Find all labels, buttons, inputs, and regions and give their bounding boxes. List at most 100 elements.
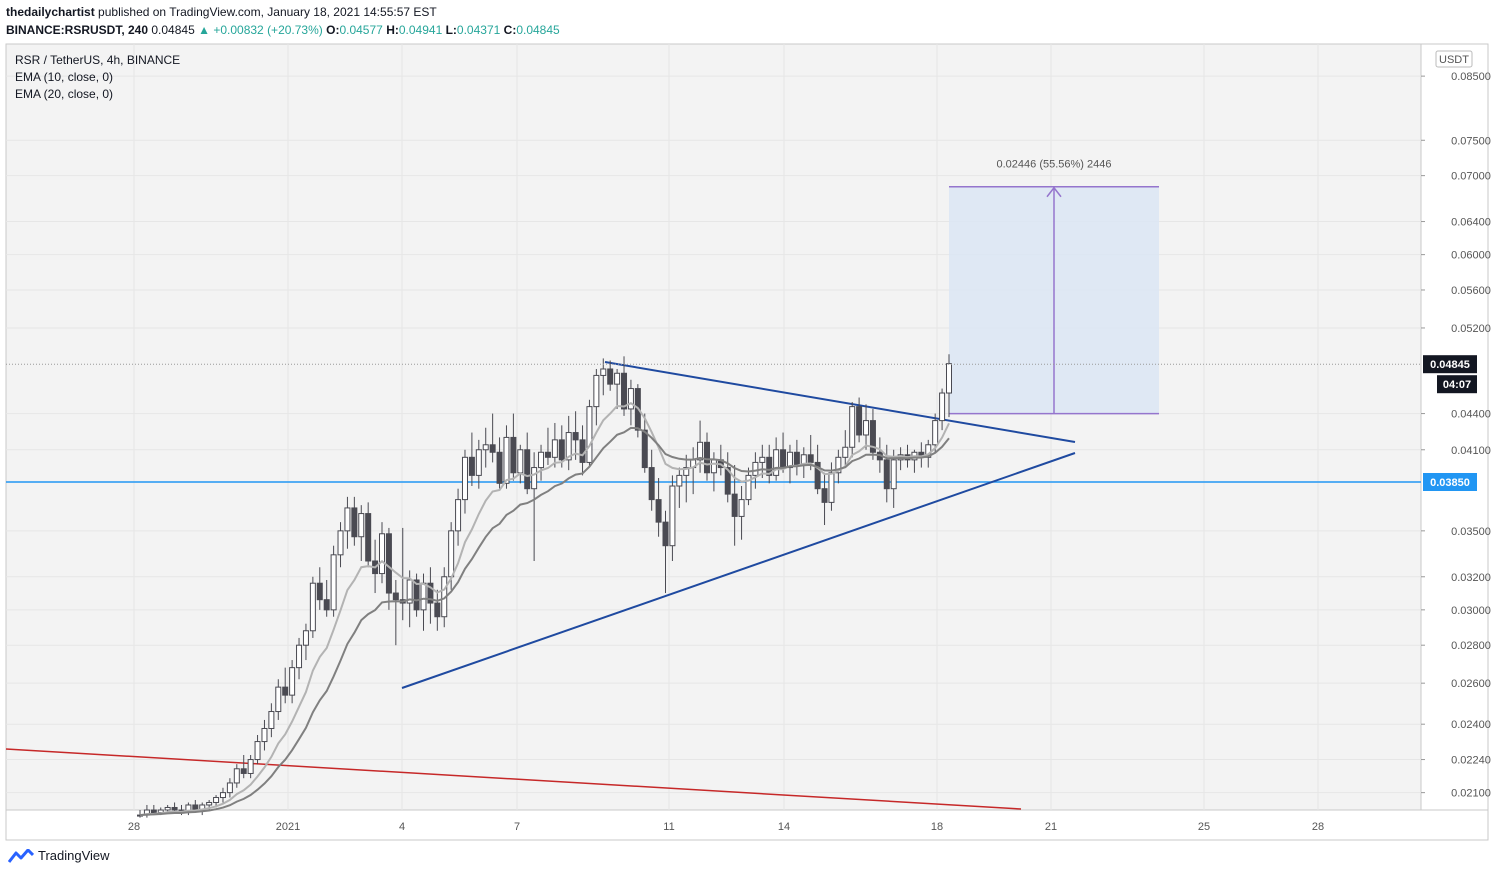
candle-body <box>544 451 551 458</box>
y-tick-label: 0.02240 <box>1451 755 1491 767</box>
candle-body <box>842 446 849 458</box>
y-tick-label: 0.06400 <box>1451 217 1491 229</box>
candle-body <box>697 441 704 461</box>
candle-body <box>600 368 607 376</box>
drawings: 0.02446 (55.56%) 2446 <box>5 159 1421 810</box>
candle-body <box>219 792 226 799</box>
candle-body <box>206 801 213 806</box>
ema20-line <box>139 426 950 817</box>
candle-body <box>496 451 503 484</box>
legend-ema20[interactable]: EMA (20, close, 0) <box>15 87 114 101</box>
y-axis-ticks: 0.08500 0.07500 0.07000 0.06400 0.06000 0.056… <box>1421 71 1491 800</box>
y-tick-label: 0.03500 <box>1451 526 1491 538</box>
price-axis[interactable] <box>1420 43 1489 811</box>
x-tick-label: 18 <box>931 821 943 833</box>
candle-body <box>316 582 323 601</box>
measure-arrow-head-icon <box>1046 186 1062 198</box>
candle-body <box>538 451 545 469</box>
grid-lines <box>6 44 1421 810</box>
publisher-line: thedailychartist published on TradingVie… <box>6 5 437 19</box>
candle-body <box>683 467 690 476</box>
candle-body <box>323 599 330 611</box>
x-tick-label: 11 <box>663 821 674 833</box>
high-value: 0.04941 <box>398 23 443 37</box>
unit-badge <box>1435 50 1473 68</box>
x-tick-label: 21 <box>1045 821 1057 833</box>
candle-body <box>289 667 296 696</box>
y-tick-label: 0.02100 <box>1451 788 1491 800</box>
candle-body <box>302 630 309 646</box>
candle-body <box>517 449 524 474</box>
close-value: 0.04845 <box>516 23 560 37</box>
x-tick-label: 2021 <box>276 821 300 833</box>
symbol-line: BINANCE:RSRUSDT, 240 0.04845 ▲ +0.00832 … <box>6 23 560 37</box>
candle-body <box>330 554 337 611</box>
candle-body <box>565 432 572 461</box>
candle-body <box>406 579 413 604</box>
candle-body <box>385 533 392 594</box>
candle-body <box>856 406 863 436</box>
candle-body <box>365 513 372 562</box>
x-tick-label: 4 <box>399 821 405 833</box>
candle-body <box>358 513 365 538</box>
candle-body <box>703 441 710 474</box>
candle-body <box>455 499 462 532</box>
candle-body <box>849 406 856 448</box>
y-tick-label: 0.02600 <box>1451 678 1491 690</box>
candle-body <box>489 444 496 453</box>
candle-body <box>420 582 427 611</box>
candle-body <box>835 456 842 474</box>
candle-body <box>641 429 648 469</box>
candle-body <box>676 474 683 487</box>
candle-body <box>621 372 628 410</box>
open-label: O: <box>326 23 340 37</box>
candle-body <box>164 806 171 811</box>
time-axis[interactable] <box>5 809 1489 841</box>
legend-ema10[interactable]: EMA (10, close, 0) <box>15 70 114 84</box>
y-tick-label: 0.02400 <box>1451 719 1491 731</box>
candle-body <box>233 768 240 784</box>
candle-body <box>448 530 455 578</box>
candle-body <box>261 727 268 743</box>
countdown-label: 04:07 <box>1443 379 1471 391</box>
last-price-text: 0.04845 <box>151 23 195 37</box>
y-tick-label: 0.08500 <box>1451 71 1491 83</box>
candle-body <box>461 456 468 501</box>
y-tick-label: 0.06000 <box>1451 250 1491 262</box>
candle-body <box>434 602 441 618</box>
measure-label: 0.02446 (55.56%) 2446 <box>997 159 1112 171</box>
candle-body <box>648 467 655 501</box>
triangle-lower-line <box>401 452 1076 689</box>
countdown-badge <box>1437 375 1477 394</box>
legend-title[interactable]: RSR / TetherUS, 4h, BINANCE <box>15 53 181 67</box>
footer-brand[interactable]: TradingView <box>8 848 110 863</box>
candle-body <box>939 392 946 422</box>
candle-body <box>558 439 565 461</box>
candle-body <box>932 420 939 446</box>
y-tick-label: 0.04400 <box>1451 409 1491 421</box>
red-trend-line <box>5 748 1022 810</box>
candle-body <box>759 456 766 463</box>
candle-body <box>213 797 220 803</box>
candle-body <box>869 420 876 453</box>
candle-body <box>282 686 289 696</box>
x-tick-label: 28 <box>128 821 140 833</box>
candle-body <box>614 372 621 385</box>
y-tick-label: 0.02800 <box>1451 640 1491 652</box>
ema-lines <box>139 402 950 817</box>
y-tick-label: 0.05200 <box>1451 323 1491 335</box>
candle-body <box>821 488 828 503</box>
candle-body <box>247 759 254 774</box>
triangle-upper-line <box>604 361 1076 443</box>
candle-body <box>254 741 261 761</box>
publisher-name[interactable]: thedailychartist <box>6 5 95 19</box>
chart-pane[interactable] <box>5 43 1422 811</box>
candle-body <box>807 454 814 463</box>
last-price-badge <box>1423 355 1477 374</box>
candle-body <box>427 582 434 604</box>
candle-body <box>275 686 282 713</box>
last-price-label: 0.04845 <box>1430 359 1470 371</box>
candle-body <box>773 449 780 476</box>
candle-body <box>607 368 614 385</box>
